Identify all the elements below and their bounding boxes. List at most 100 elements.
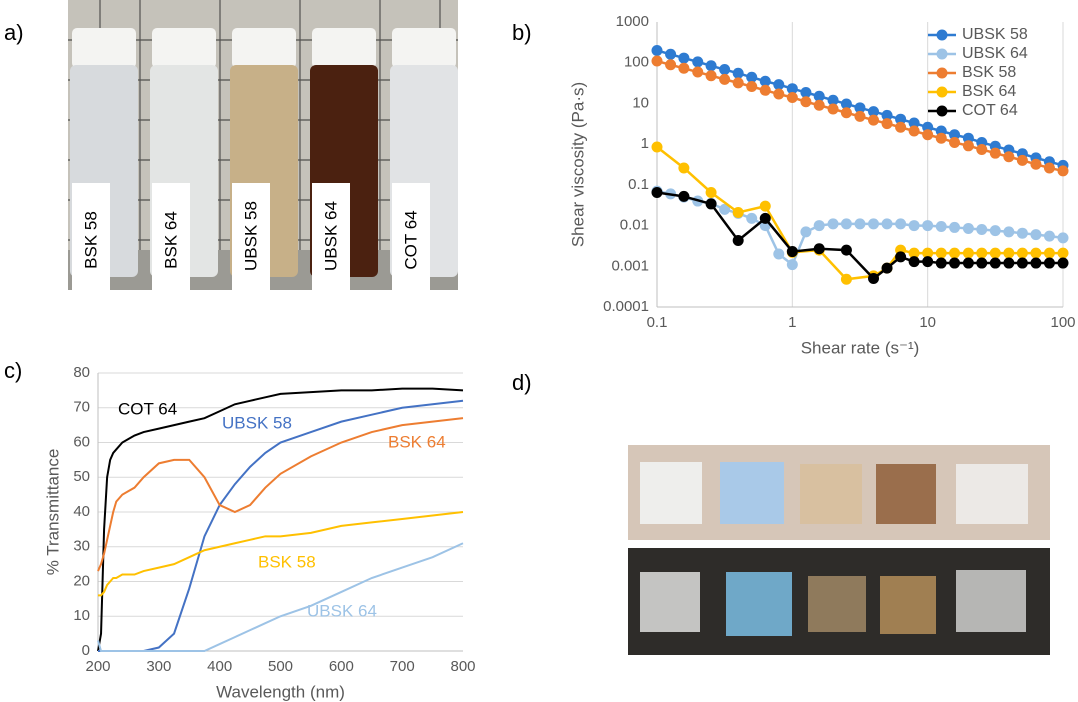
data-point [868, 273, 879, 284]
data-point [800, 96, 811, 107]
y-tick-label: 10 [73, 607, 90, 624]
data-point [814, 243, 825, 254]
data-point [976, 144, 987, 155]
y-tick-label: 20 [73, 572, 90, 589]
legend-marker [937, 106, 948, 117]
y-tick-label: 80 [73, 364, 90, 381]
data-point [787, 246, 798, 257]
y-tick-label: 0.01 [620, 217, 649, 234]
data-point [854, 218, 865, 229]
data-point [949, 258, 960, 269]
data-point [868, 115, 879, 126]
data-point [909, 256, 920, 267]
data-point [760, 213, 771, 224]
data-point [678, 63, 689, 74]
data-point [773, 249, 784, 260]
x-tick-label: 100 [1050, 314, 1075, 331]
series-label: UBSK 64 [307, 601, 377, 620]
data-point [882, 118, 893, 129]
data-point [678, 191, 689, 202]
data-point [868, 218, 879, 229]
data-point [895, 251, 906, 262]
data-point [1030, 229, 1041, 240]
data-point [1030, 159, 1041, 170]
y-axis-label: % Transmittance [43, 449, 62, 576]
legend-marker [937, 68, 948, 79]
film-photo [628, 445, 1050, 655]
data-point [841, 274, 852, 285]
x-tick-label: 1 [788, 314, 796, 331]
y-tick-label: 60 [73, 433, 90, 450]
data-point [665, 59, 676, 70]
data-point [976, 248, 987, 259]
data-point [1030, 258, 1041, 269]
data-point [706, 60, 717, 71]
data-point [909, 126, 920, 137]
data-point [963, 248, 974, 259]
data-point [895, 218, 906, 229]
data-point [692, 67, 703, 78]
data-point [990, 258, 1001, 269]
data-point [787, 92, 798, 103]
data-point [1058, 258, 1069, 269]
data-point [706, 187, 717, 198]
y-tick-label: 0 [82, 642, 90, 659]
data-point [1058, 248, 1069, 259]
data-point [652, 45, 663, 56]
figure: a) b) c) d) BSK 58 BSK 64 UBSK 58 UBSK 6… [0, 0, 1078, 702]
x-tick-label: 700 [390, 658, 415, 675]
data-point [976, 224, 987, 235]
data-point [963, 258, 974, 269]
x-tick-label: 300 [146, 658, 171, 675]
data-point [936, 133, 947, 144]
data-point [706, 70, 717, 81]
data-point [1058, 232, 1069, 243]
data-point [841, 245, 852, 256]
data-point [936, 248, 947, 259]
vial-label: UBSK 58 [241, 201, 260, 271]
vial-photo: BSK 58 BSK 64 UBSK 58 UBSK 64 COT 64 [68, 0, 458, 290]
y-tick-label: 0.001 [611, 257, 649, 274]
data-point [652, 56, 663, 67]
data-point [990, 225, 1001, 236]
legend-label: BSK 64 [962, 83, 1016, 100]
data-point [692, 56, 703, 67]
series-label: UBSK 58 [222, 413, 292, 432]
x-tick-label: 500 [268, 658, 293, 675]
data-point [733, 207, 744, 218]
data-point [665, 49, 676, 60]
data-point [936, 258, 947, 269]
panel-label: c) [4, 358, 22, 383]
data-point [976, 258, 987, 269]
data-point [922, 256, 933, 267]
data-point [1058, 165, 1069, 176]
legend-label: UBSK 58 [962, 26, 1028, 43]
data-point [949, 222, 960, 233]
y-tick-label: 0.1 [628, 176, 649, 193]
data-point [733, 235, 744, 246]
data-point [652, 187, 663, 198]
data-point [773, 89, 784, 100]
data-point [1044, 248, 1055, 259]
data-point [1003, 151, 1014, 162]
legend-marker [937, 49, 948, 60]
data-point [814, 100, 825, 111]
data-point [922, 220, 933, 231]
data-point [719, 64, 730, 75]
x-tick-label: 400 [207, 658, 232, 675]
y-tick-label: 100 [624, 54, 649, 71]
y-axis-label: Shear viscosity (Pa·s) [568, 82, 587, 247]
data-point [882, 263, 893, 274]
y-tick-label: 40 [73, 503, 90, 520]
series-label: BSK 58 [258, 552, 316, 571]
data-point [1017, 228, 1028, 239]
y-tick-label: 10 [632, 94, 649, 111]
data-point [1044, 231, 1055, 242]
data-point [760, 85, 771, 96]
data-point [909, 220, 920, 231]
data-point [746, 81, 757, 92]
data-point [895, 122, 906, 133]
data-point [990, 148, 1001, 159]
x-tick-label: 600 [329, 658, 354, 675]
data-point [922, 129, 933, 140]
